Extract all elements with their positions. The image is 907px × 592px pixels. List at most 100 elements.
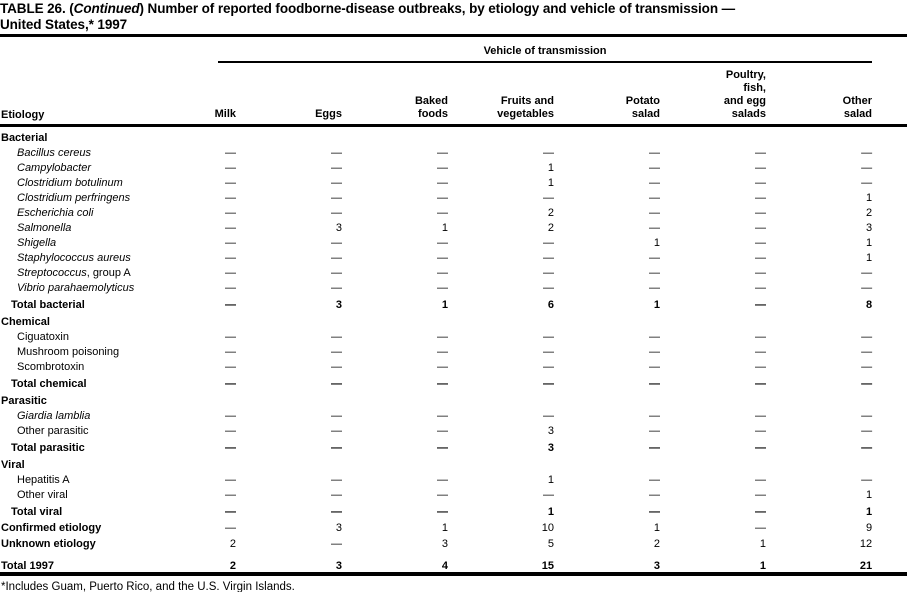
row-label: Other viral	[17, 489, 68, 501]
cell-value: —	[331, 192, 342, 204]
cell-value: —	[225, 162, 236, 174]
cell-value: —	[861, 410, 873, 422]
cell-value: —	[649, 442, 660, 454]
summary-row: Confirmed etiology — 3 1 10 1 — 9	[0, 518, 872, 534]
cell-value: 1	[547, 474, 554, 486]
cell-value: —	[649, 346, 660, 358]
cell-value: 1	[547, 177, 554, 189]
cell-value: —	[755, 252, 766, 264]
cell-value: 3	[441, 538, 448, 550]
spanner-row: Vehicle of transmission	[0, 37, 872, 63]
cell-value: —	[861, 474, 873, 486]
cell-value: —	[649, 222, 660, 234]
title-line2: United States,* 1997	[0, 17, 128, 32]
cell-value: —	[649, 147, 660, 159]
cell-value: —	[755, 207, 766, 219]
cell-value: —	[437, 267, 448, 279]
cell-value: —	[861, 378, 873, 390]
cell-value: —	[225, 282, 236, 294]
cell-value: 1	[653, 522, 660, 534]
cell-value: —	[649, 331, 660, 343]
row-label: Unknown etiology	[1, 538, 96, 550]
cell-value: —	[437, 489, 448, 501]
cell-value: —	[225, 222, 236, 234]
column-header-milk: Milk	[214, 108, 236, 120]
cell-value: —	[755, 489, 766, 501]
cell-value: 1	[865, 489, 873, 501]
cell-value: —	[331, 252, 342, 264]
cell-value: —	[755, 474, 766, 486]
summary-row: Unknown etiology 2 — 3 5 2 1 12	[0, 534, 872, 550]
row-label: Streptococcus, group A	[17, 267, 131, 279]
cell-value: —	[755, 147, 766, 159]
cell-value: —	[755, 522, 766, 534]
cell-value: —	[861, 361, 873, 373]
row-label: Total 1997	[1, 560, 54, 572]
cell-value: —	[861, 331, 873, 343]
cell-value: —	[649, 267, 660, 279]
cell-value: 15	[541, 560, 554, 572]
row-label: Parasitic	[1, 395, 47, 407]
spanner-spacer	[0, 37, 130, 63]
cell-value: —	[755, 331, 766, 343]
row-label: Chemical	[1, 316, 50, 328]
footnote: *Includes Guam, Puerto Rico, and the U.S…	[1, 581, 295, 592]
cell-value: —	[755, 378, 766, 390]
cell-value: 9	[865, 522, 873, 534]
cell-value: —	[649, 425, 660, 437]
cell-value: —	[861, 267, 873, 279]
etiology-row: Giardia lamblia — — — — — — —	[0, 407, 872, 422]
row-label: Staphylococcus aureus	[17, 252, 131, 264]
cell-value: 4	[441, 560, 448, 572]
cell-value: —	[543, 489, 554, 501]
row-label: Clostridium perfringens	[17, 192, 131, 204]
cell-value: 1	[653, 237, 660, 249]
cell-value: 21	[859, 560, 873, 572]
cell-value: —	[437, 378, 448, 390]
cell-value: —	[543, 410, 554, 422]
title-part3: ) Number of reported foodborne-disease o…	[139, 1, 736, 16]
row-label: Ciguatoxin	[17, 331, 69, 343]
cell-value: —	[755, 346, 766, 358]
etiology-row: Bacillus cereus — — — — — — —	[0, 144, 872, 159]
cell-value: —	[331, 346, 342, 358]
row-label: Shigella	[17, 237, 57, 249]
cell-value: —	[755, 361, 766, 373]
cell-value: —	[331, 282, 342, 294]
section-total-row: Total bacterial — 3 1 6 1 — 8	[0, 294, 872, 311]
cell-value: —	[543, 267, 554, 279]
cell-value: —	[225, 331, 236, 343]
cell-value: —	[755, 506, 766, 518]
data-table: Bacterial Bacillus cereus — — — — — — — Campyloba…	[0, 127, 872, 572]
cell-value: —	[649, 192, 660, 204]
cell-value: —	[861, 147, 873, 159]
row-label: Total bacterial	[11, 299, 85, 311]
cell-value: —	[331, 410, 342, 422]
vehicle-of-transmission-label: Vehicle of transmission	[483, 45, 607, 57]
cell-value: —	[437, 207, 448, 219]
cell-value: —	[437, 506, 448, 518]
row-label: Salmonella	[17, 222, 72, 234]
title-rule	[0, 34, 907, 37]
cell-value: 2	[547, 222, 554, 234]
cell-value: —	[331, 162, 342, 174]
cell-value: —	[861, 177, 873, 189]
cell-value: —	[331, 207, 342, 219]
cell-value: 1	[441, 222, 448, 234]
cell-value: —	[331, 361, 342, 373]
cell-value: —	[331, 177, 342, 189]
header-rule	[0, 124, 907, 127]
section-header-row: Parasitic	[0, 390, 872, 407]
cell-value: —	[331, 425, 342, 437]
cell-value: —	[755, 267, 766, 279]
cell-value: 1	[547, 162, 554, 174]
etiology-row: Shigella — — — — 1 — 1	[0, 234, 872, 249]
row-label: Total viral	[11, 506, 63, 518]
spanner-cell: Vehicle of transmission	[130, 37, 872, 63]
cell-value: —	[861, 346, 873, 358]
section-header-row: Viral	[0, 454, 872, 471]
section-header-row: Bacterial	[0, 127, 872, 144]
cell-value: —	[649, 474, 660, 486]
cell-value: —	[331, 267, 342, 279]
